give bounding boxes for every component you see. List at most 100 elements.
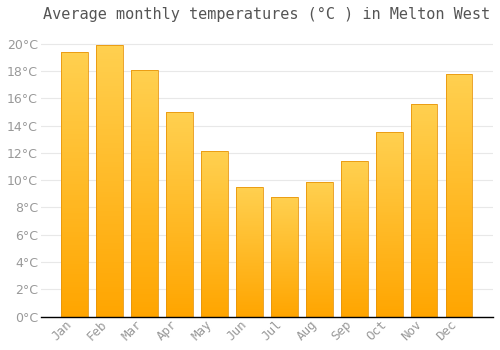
Title: Average monthly temperatures (°C ) in Melton West: Average monthly temperatures (°C ) in Me… xyxy=(44,7,490,22)
Bar xyxy=(236,280,262,281)
Bar xyxy=(272,291,297,293)
Bar xyxy=(412,184,438,187)
Bar xyxy=(166,136,192,139)
Bar xyxy=(272,248,297,249)
Bar xyxy=(132,213,158,215)
Bar xyxy=(412,180,438,182)
Bar xyxy=(446,81,472,83)
Bar xyxy=(342,244,367,245)
Bar xyxy=(202,201,228,203)
Bar xyxy=(132,208,158,210)
Bar xyxy=(412,138,438,140)
Bar xyxy=(62,277,88,280)
Bar xyxy=(166,233,192,235)
Bar xyxy=(132,186,158,188)
Bar xyxy=(446,142,472,144)
Bar xyxy=(272,266,297,267)
Bar xyxy=(272,310,297,312)
Bar xyxy=(446,137,472,139)
Bar xyxy=(236,190,262,191)
Bar xyxy=(412,144,438,146)
Bar xyxy=(376,175,402,177)
Bar xyxy=(236,315,262,316)
Bar xyxy=(446,188,472,190)
Bar xyxy=(96,227,122,230)
Bar xyxy=(132,183,158,186)
Bar xyxy=(132,119,158,121)
Bar xyxy=(166,278,192,280)
Bar xyxy=(132,267,158,270)
Bar xyxy=(202,305,228,307)
Bar xyxy=(236,201,262,203)
Bar xyxy=(132,282,158,285)
Bar xyxy=(412,300,438,302)
Bar xyxy=(376,304,402,306)
Bar xyxy=(62,166,88,168)
Bar xyxy=(96,240,122,243)
Bar xyxy=(62,253,88,256)
Bar xyxy=(166,126,192,128)
Bar xyxy=(272,243,297,245)
Bar xyxy=(202,252,228,254)
Bar xyxy=(446,193,472,195)
Bar xyxy=(412,261,438,263)
Bar xyxy=(166,183,192,186)
Bar xyxy=(306,256,332,257)
Bar xyxy=(166,151,192,153)
Bar xyxy=(412,170,438,172)
Bar xyxy=(272,217,297,218)
Bar xyxy=(132,238,158,240)
Bar xyxy=(236,235,262,236)
Bar xyxy=(342,282,367,284)
Bar xyxy=(62,107,88,110)
Bar xyxy=(412,255,438,257)
Bar xyxy=(446,91,472,93)
Bar xyxy=(202,315,228,316)
Bar xyxy=(62,153,88,155)
Bar xyxy=(412,248,438,251)
Bar xyxy=(342,253,367,254)
Bar xyxy=(96,219,122,222)
Bar xyxy=(236,249,262,251)
Bar xyxy=(412,161,438,163)
Bar xyxy=(202,168,228,170)
Bar xyxy=(96,116,122,118)
Bar xyxy=(62,190,88,192)
Bar xyxy=(62,55,88,57)
Bar xyxy=(236,187,262,316)
Bar xyxy=(166,313,192,315)
Bar xyxy=(412,199,438,202)
Bar xyxy=(376,153,402,154)
Bar xyxy=(62,256,88,258)
Bar xyxy=(236,289,262,290)
Bar xyxy=(306,210,332,211)
Bar xyxy=(306,233,332,234)
Bar xyxy=(412,150,438,153)
Bar xyxy=(132,173,158,176)
Bar xyxy=(412,236,438,238)
Bar xyxy=(236,196,262,197)
Bar xyxy=(306,262,332,264)
Bar xyxy=(376,173,402,175)
Bar xyxy=(96,126,122,129)
Bar xyxy=(342,256,367,258)
Bar xyxy=(446,212,472,215)
Bar xyxy=(412,244,438,246)
Bar xyxy=(96,281,122,284)
Bar xyxy=(376,189,402,191)
Bar xyxy=(202,160,228,161)
Bar xyxy=(446,120,472,122)
Bar xyxy=(202,214,228,216)
Bar xyxy=(236,218,262,219)
Bar xyxy=(272,207,297,209)
Bar xyxy=(96,243,122,246)
Bar xyxy=(446,273,472,275)
Bar xyxy=(132,159,158,161)
Bar xyxy=(166,267,192,270)
Bar xyxy=(306,186,332,187)
Bar xyxy=(412,108,438,110)
Bar xyxy=(166,112,192,114)
Bar xyxy=(62,78,88,81)
Bar xyxy=(96,148,122,151)
Bar xyxy=(272,199,297,200)
